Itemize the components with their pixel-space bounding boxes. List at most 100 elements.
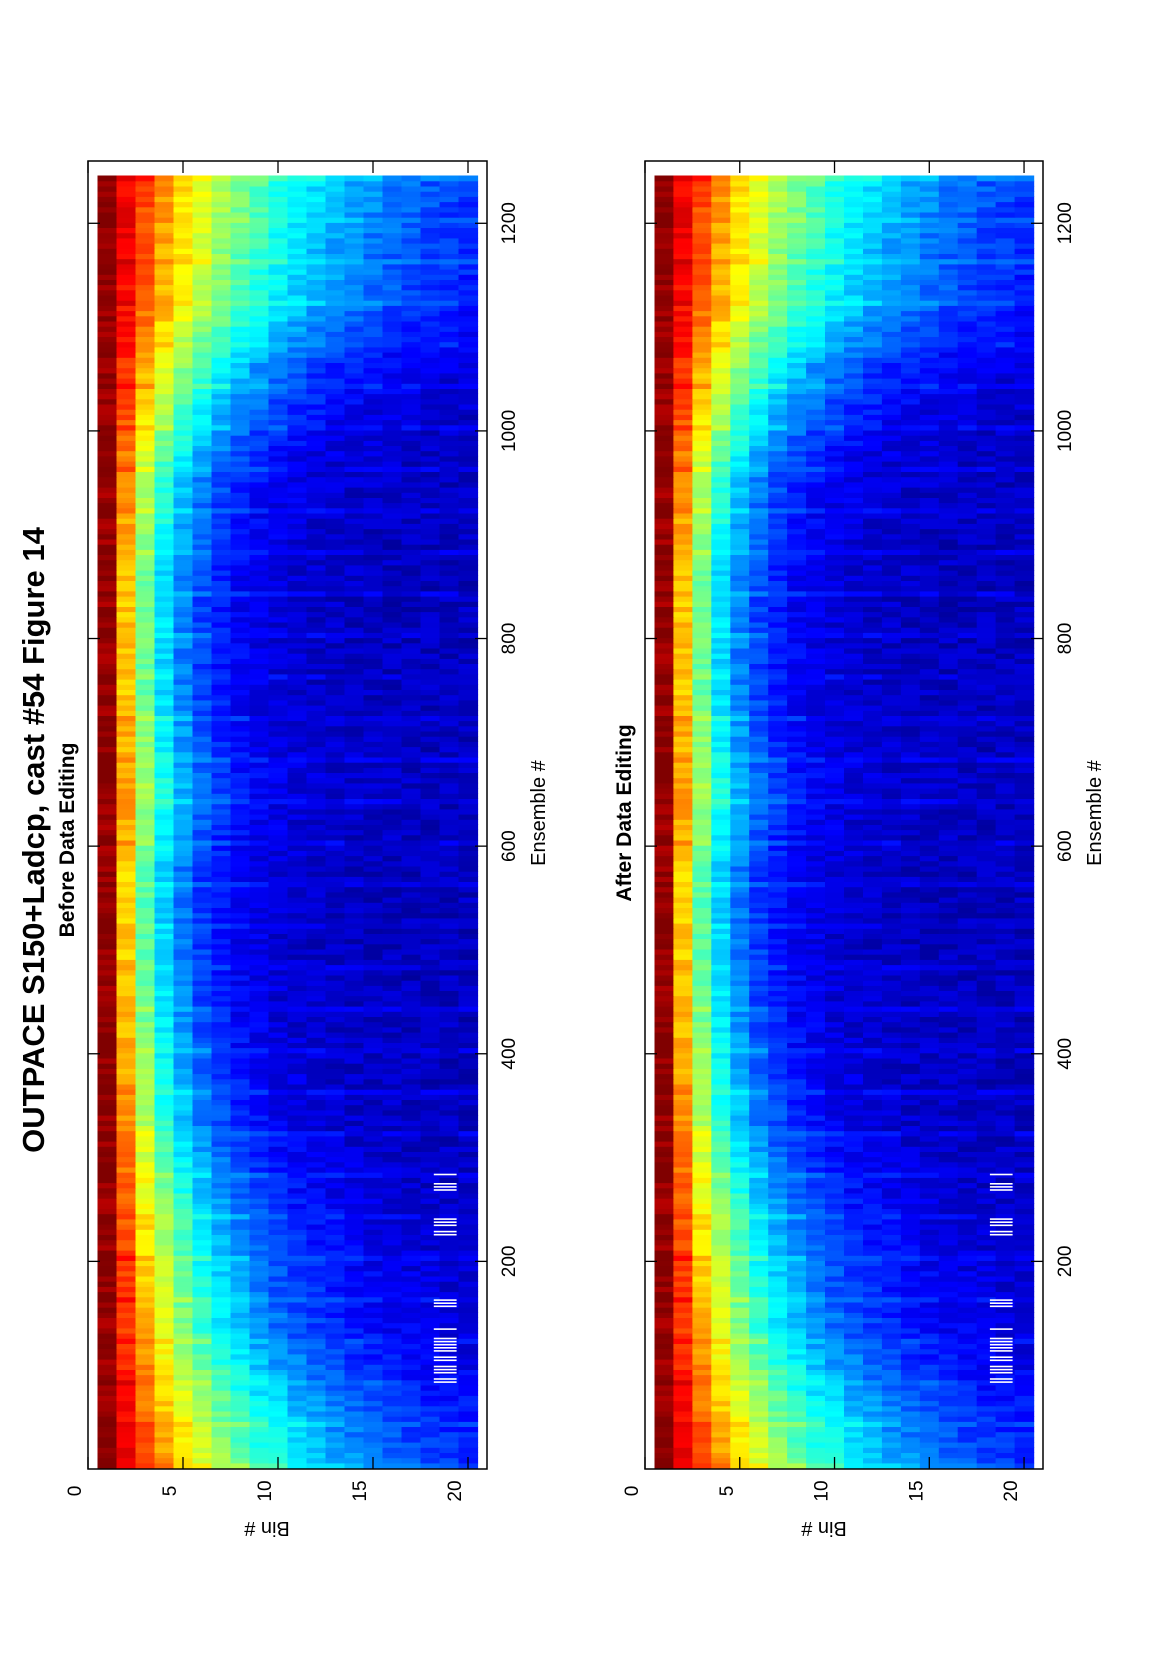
heatmap-cell bbox=[173, 596, 194, 602]
heatmap-cell bbox=[287, 315, 308, 322]
heatmap-cell bbox=[116, 528, 137, 535]
heatmap-cell bbox=[306, 601, 327, 607]
heatmap-cell bbox=[211, 269, 232, 275]
heatmap-cell bbox=[135, 326, 156, 332]
heatmap-cell bbox=[306, 725, 327, 732]
heatmap-cell bbox=[306, 1462, 327, 1469]
heatmap-cell bbox=[458, 705, 479, 711]
heatmap-cell bbox=[154, 1239, 175, 1246]
heatmap-cell bbox=[116, 616, 137, 623]
heatmap-cell bbox=[363, 788, 384, 794]
heatmap-cell bbox=[344, 487, 365, 493]
heatmap-cell bbox=[154, 1161, 175, 1168]
heatmap-cell bbox=[287, 782, 308, 789]
heatmap-cell bbox=[230, 611, 251, 618]
heatmap-cell bbox=[401, 331, 422, 337]
heatmap-cell bbox=[420, 684, 441, 690]
heatmap-cell bbox=[306, 590, 327, 597]
heatmap-cell bbox=[458, 419, 479, 426]
heatmap-cell bbox=[173, 917, 194, 924]
heatmap-cell bbox=[116, 1229, 137, 1235]
heatmap-cell bbox=[325, 232, 346, 239]
heatmap-cell bbox=[458, 1452, 479, 1459]
heatmap-cell bbox=[439, 1016, 460, 1023]
heatmap-cell bbox=[458, 357, 479, 363]
heatmap-cell bbox=[287, 1359, 308, 1365]
heatmap-cell bbox=[249, 580, 270, 587]
heatmap-cell bbox=[173, 1312, 194, 1318]
heatmap-cell bbox=[116, 549, 137, 555]
heatmap-cell bbox=[249, 762, 270, 768]
heatmap-cell bbox=[287, 1156, 308, 1163]
heatmap-cell bbox=[249, 907, 270, 914]
heatmap-cell bbox=[363, 1187, 384, 1194]
heatmap-cell bbox=[211, 279, 232, 286]
heatmap-cell bbox=[458, 1042, 479, 1049]
heatmap-cell bbox=[439, 1239, 460, 1246]
heatmap-cell bbox=[154, 1379, 175, 1386]
heatmap-cell bbox=[363, 601, 384, 607]
heatmap-cell bbox=[249, 673, 270, 680]
heatmap-cell bbox=[458, 1322, 479, 1329]
heatmap-cell bbox=[287, 518, 308, 524]
heatmap-cell bbox=[135, 845, 156, 851]
heatmap-cell bbox=[287, 1353, 308, 1360]
heatmap-cell bbox=[287, 1343, 308, 1350]
heatmap-cell bbox=[382, 590, 403, 597]
heatmap-cell bbox=[306, 289, 327, 296]
heatmap-cell bbox=[211, 1156, 232, 1163]
heatmap-cell bbox=[173, 730, 194, 737]
heatmap-cell bbox=[306, 1021, 327, 1028]
heatmap-cell bbox=[116, 1161, 137, 1168]
heatmap-cell bbox=[306, 1244, 327, 1251]
heatmap-cell bbox=[154, 497, 175, 504]
heatmap-cell bbox=[249, 1296, 270, 1303]
heatmap-cell bbox=[135, 175, 156, 182]
heatmap-cell bbox=[458, 1384, 479, 1391]
heatmap-cell bbox=[458, 1239, 479, 1246]
heatmap-cell bbox=[363, 461, 384, 467]
heatmap-cell bbox=[458, 585, 479, 592]
heatmap-cell bbox=[325, 206, 346, 213]
heatmap-cell bbox=[116, 980, 137, 986]
heatmap-cell bbox=[173, 445, 194, 452]
heatmap-cell bbox=[192, 917, 213, 924]
heatmap-cell bbox=[268, 606, 289, 613]
heatmap-cell bbox=[192, 497, 213, 504]
heatmap-cell bbox=[439, 305, 460, 312]
heatmap-cell bbox=[268, 554, 289, 561]
heatmap-cell bbox=[135, 512, 156, 519]
heatmap-cell bbox=[116, 1291, 137, 1298]
heatmap-cell bbox=[382, 928, 403, 934]
heatmap-cell bbox=[249, 1006, 270, 1012]
heatmap-cell bbox=[287, 1125, 308, 1132]
heatmap-cell bbox=[97, 1172, 118, 1178]
heatmap-cell bbox=[325, 658, 346, 664]
heatmap-cell bbox=[344, 741, 365, 748]
heatmap-cell bbox=[306, 1395, 327, 1402]
heatmap-cell bbox=[268, 772, 289, 779]
heatmap-cell bbox=[116, 201, 137, 208]
heatmap-cell bbox=[211, 1250, 232, 1256]
heatmap-cell bbox=[97, 1156, 118, 1163]
heatmap-cell bbox=[268, 559, 289, 566]
heatmap-cell bbox=[249, 201, 270, 208]
heatmap-cell bbox=[401, 824, 422, 831]
heatmap-cell bbox=[306, 1141, 327, 1147]
heatmap-cell bbox=[287, 1120, 308, 1126]
heatmap-cell bbox=[97, 1115, 118, 1121]
heatmap-cell bbox=[211, 995, 232, 1002]
heatmap-cell bbox=[401, 1244, 422, 1251]
heatmap-cell bbox=[135, 554, 156, 561]
heatmap-cell bbox=[192, 1047, 213, 1054]
heatmap-cell bbox=[306, 1421, 327, 1427]
heatmap-cell bbox=[363, 814, 384, 820]
heatmap-cell bbox=[154, 668, 175, 675]
heatmap-cell bbox=[401, 720, 422, 727]
heatmap-cell bbox=[230, 175, 251, 182]
heatmap-cell bbox=[154, 1416, 175, 1422]
heatmap-cell bbox=[154, 1405, 175, 1412]
heatmap-cell bbox=[116, 767, 137, 773]
heatmap-cell bbox=[401, 668, 422, 675]
heatmap-cell bbox=[230, 637, 251, 644]
